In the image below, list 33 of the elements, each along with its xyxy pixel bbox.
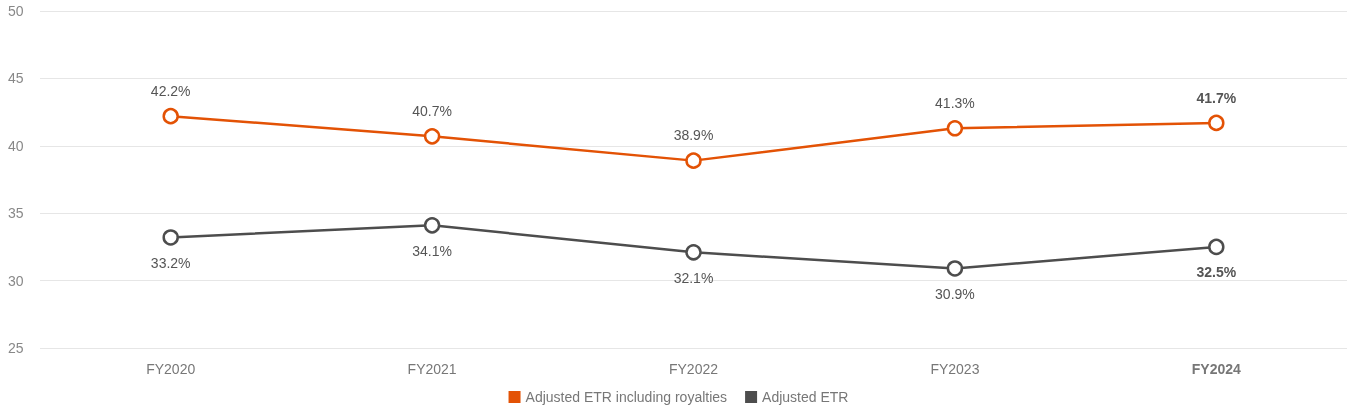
data-label: 38.9% [673, 127, 714, 144]
data-label: 32.1% [673, 269, 714, 286]
point [162, 107, 179, 125]
y-tick-label: 35 [8, 205, 24, 222]
x-tick-label: FY2021 [407, 361, 457, 377]
legend-label: Adjusted ETR [762, 389, 849, 405]
y-tick-label: 50 [8, 3, 24, 19]
point [946, 260, 964, 277]
point [423, 217, 441, 234]
data-label: 30.9% [935, 285, 975, 302]
point [1208, 238, 1225, 256]
data-label: 40.7% [412, 103, 452, 120]
point [1208, 114, 1225, 132]
y-tick-label: 30 [8, 272, 24, 289]
x-tick-label: FY2022 [668, 361, 719, 377]
y-tick-label: 25 [8, 340, 24, 356]
y-tick-label: 45 [8, 70, 24, 87]
point [423, 128, 441, 145]
x-tick-label: FY2024 [1191, 361, 1242, 377]
data-label: 32.5% [1196, 264, 1237, 281]
point [162, 229, 179, 246]
point [685, 244, 702, 261]
legend-label: Adjusted ETR including royalties [525, 389, 728, 405]
y-tick-label: 40 [8, 137, 24, 154]
data-label: 33.2% [150, 254, 191, 271]
data-label: 41.7% [1196, 89, 1237, 106]
point [685, 152, 702, 169]
data-label: 42.2% [150, 82, 191, 99]
x-tick-label: FY2023 [930, 361, 980, 377]
x-tick-label: FY2020 [146, 361, 196, 377]
data-label: 34.1% [412, 242, 452, 259]
point [946, 120, 964, 137]
data-label: 41.3% [935, 95, 975, 112]
